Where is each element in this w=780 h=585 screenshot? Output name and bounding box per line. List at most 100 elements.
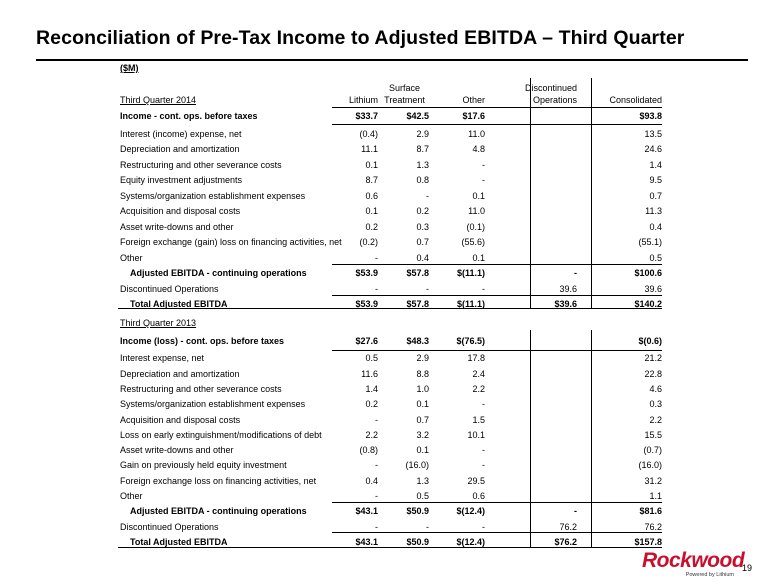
row-value: - [574, 506, 577, 517]
header-underline [332, 107, 662, 108]
row-label: Other [120, 252, 143, 263]
row-label: Equity investment adjustments [120, 175, 243, 185]
row-value: $93.8 [639, 111, 662, 121]
row-value: 3.2 [416, 429, 429, 440]
table-row: Other - 0.5 0.6 1.1 [118, 489, 662, 504]
row-value: 0.4 [365, 475, 378, 486]
row-value: 0.1 [416, 445, 429, 456]
row-value [487, 367, 577, 382]
row-label: Acquisition and disposal costs [120, 414, 241, 425]
table-row: Income - cont. ops. before taxes $33.7 $42… [118, 109, 662, 124]
section-heading-2013: Third Quarter 2013 [120, 318, 197, 328]
row-value: (0.4) [359, 128, 378, 139]
table-rule [118, 308, 662, 309]
table-row: Other - 0.4 0.1 0.5 [118, 251, 662, 266]
row-value: $(11.1) [456, 299, 485, 309]
row-value [487, 109, 577, 124]
row-value: 0.6 [472, 491, 485, 501]
row-value: 21.2 [644, 353, 662, 364]
row-value: 4.8 [472, 144, 485, 154]
row-value: 0.3 [416, 221, 429, 232]
page-title: Reconciliation of Pre-Tax Income to Adju… [36, 27, 685, 49]
row-label: Total Adjusted EBITDA [130, 299, 228, 309]
row-label: Adjusted EBITDA - continuing operations [130, 506, 307, 517]
row-value: 1.4 [365, 383, 378, 394]
row-value: 0.7 [416, 237, 429, 247]
row-label: Loss on early extinguishment/modificatio… [120, 429, 322, 440]
row-value: $17.6 [462, 111, 485, 121]
row-value: 0.2 [365, 221, 378, 232]
row-label: Adjusted EBITDA - continuing operations [130, 268, 307, 278]
row-value: 8.8 [416, 368, 429, 379]
row-label: Restructuring and other severance costs [120, 159, 282, 170]
row-value: $27.6 [355, 336, 378, 346]
row-label: Depreciation and amortization [120, 368, 240, 379]
row-value: 0.7 [649, 190, 662, 201]
table-rule [118, 547, 662, 548]
row-label: Total Adjusted EBITDA [130, 536, 228, 547]
row-value [487, 127, 577, 142]
row-label: Interest (income) expense, net [120, 128, 242, 139]
row-value: (55.1) [638, 237, 662, 247]
col-disc-header-line1: Discontinued [524, 83, 577, 93]
table-row: Restructuring and other severance costs 1… [118, 382, 662, 397]
table-rule [332, 295, 662, 296]
row-value [487, 443, 577, 458]
row-value: $(0.6) [638, 336, 662, 346]
row-value: 0.3 [649, 399, 662, 410]
row-value: 2.2 [365, 429, 378, 440]
row-value: 13.5 [644, 128, 662, 139]
table-row: Interest expense, net 0.5 2.9 17.8 21.2 [118, 351, 662, 366]
table-row: Depreciation and amortization 11.1 8.7 4.8 2… [118, 142, 662, 157]
row-label: Systems/organization establishment expen… [120, 190, 306, 201]
logo-wordmark: Rockwood [642, 549, 745, 572]
row-value: $50.9 [406, 536, 429, 547]
rockwood-logo: Rockwood Powered by Lithium [642, 549, 745, 580]
row-value [487, 235, 577, 250]
row-value: (0.1) [466, 221, 485, 232]
row-value: 0.4 [649, 221, 662, 232]
row-value: $57.8 [406, 268, 429, 278]
col-consolidated-header: Consolidated [609, 95, 662, 105]
table-row: Gain on previously held equity investmen… [118, 458, 662, 473]
row-label: Asset write-downs and other [120, 445, 234, 456]
row-value [487, 458, 577, 473]
row-value: - [426, 521, 429, 532]
row-value: 8.7 [416, 144, 429, 154]
row-value: 39.6 [559, 283, 577, 294]
row-label: Restructuring and other severance costs [120, 383, 282, 394]
row-value: 76.2 [559, 521, 577, 532]
row-label: Systems/organization establishment expen… [120, 399, 306, 410]
row-value: 0.7 [416, 414, 429, 425]
table-row: Acquisition and disposal costs - 0.7 1.5 2.2 [118, 413, 662, 428]
table-rule [332, 264, 662, 265]
row-value: 2.9 [416, 128, 429, 139]
row-value: 1.4 [649, 159, 662, 170]
row-value: $43.1 [355, 536, 378, 547]
table-row: Adjusted EBITDA - continuing operations $… [118, 266, 662, 281]
row-value [487, 382, 577, 397]
row-value: $53.9 [355, 268, 378, 278]
row-value: 11.6 [361, 368, 378, 379]
section-heading-2014: Third Quarter 2014 [120, 95, 197, 105]
row-value: 0.6 [365, 190, 378, 201]
row-value: $100.6 [634, 268, 662, 278]
row-value: 0.1 [472, 190, 485, 201]
row-value: $157.8 [634, 536, 662, 547]
row-value: 17.8 [467, 353, 485, 364]
row-value: 0.1 [365, 206, 378, 216]
row-value: $33.7 [355, 111, 378, 121]
page-number: 19 [742, 563, 753, 573]
table-row: Total Adjusted EBITDA $43.1 $50.9 $(12.4) $7… [118, 535, 662, 550]
disc-col-right-border-2013 [591, 330, 592, 547]
row-label: Asset write-downs and other [120, 221, 234, 232]
row-value: (0.8) [359, 445, 378, 456]
row-value [487, 351, 577, 366]
row-value: 29.5 [467, 475, 485, 486]
row-label: Interest expense, net [120, 353, 205, 364]
table-row: Adjusted EBITDA - continuing operations $… [118, 504, 662, 519]
row-value: 4.6 [649, 383, 662, 394]
row-value [487, 158, 577, 173]
title-rule [36, 59, 748, 61]
row-value [487, 204, 577, 219]
